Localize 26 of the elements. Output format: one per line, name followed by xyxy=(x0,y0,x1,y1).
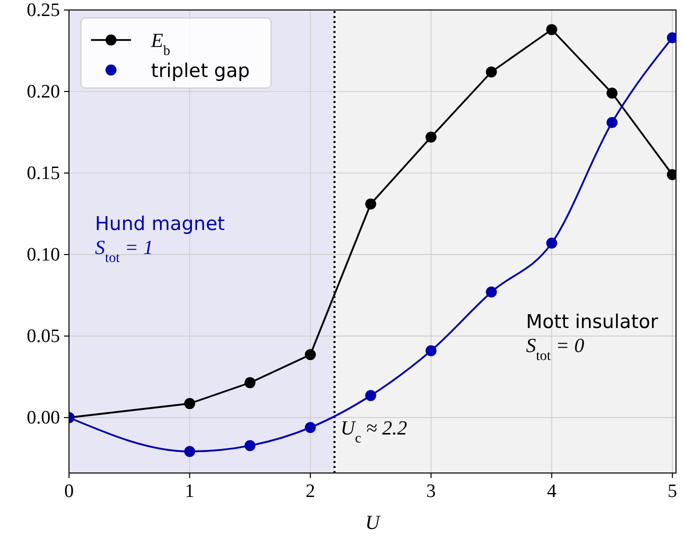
point xyxy=(184,398,196,410)
x-tick-label: 4 xyxy=(546,481,557,502)
x-tick-label: 3 xyxy=(426,481,436,502)
y-tick-label: 0.05 xyxy=(26,326,60,348)
point xyxy=(426,132,437,143)
x-tick-label: 1 xyxy=(184,481,194,502)
point xyxy=(365,198,376,210)
legend-label: triplet gap xyxy=(151,60,250,82)
point xyxy=(244,377,256,388)
point xyxy=(606,88,618,99)
y-tick-label: 0.15 xyxy=(26,163,60,184)
legend-label: E$_{b}$ xyxy=(150,30,170,58)
point xyxy=(486,66,497,78)
point xyxy=(304,349,316,360)
x-tick-label: 2 xyxy=(306,481,316,502)
y-tick-label: 0.20 xyxy=(26,82,60,103)
x-tick-label: 5 xyxy=(668,481,678,502)
y-tick-label: 0.25 xyxy=(26,0,60,21)
y-tick-label: 0.10 xyxy=(26,244,60,266)
ref-line-label: U$_{c}$ ≈ 2.2 xyxy=(340,418,408,446)
band-label: Hund magnet S$_{tot}$ = 1 xyxy=(95,213,225,266)
band-label: Mott insulator S$_{tot}$ = 0 xyxy=(526,311,658,364)
x-tick-label: 0 xyxy=(64,481,74,502)
x-axis-title: U xyxy=(365,512,382,534)
point xyxy=(546,24,558,36)
y-tick-label: 0.00 xyxy=(26,408,60,429)
